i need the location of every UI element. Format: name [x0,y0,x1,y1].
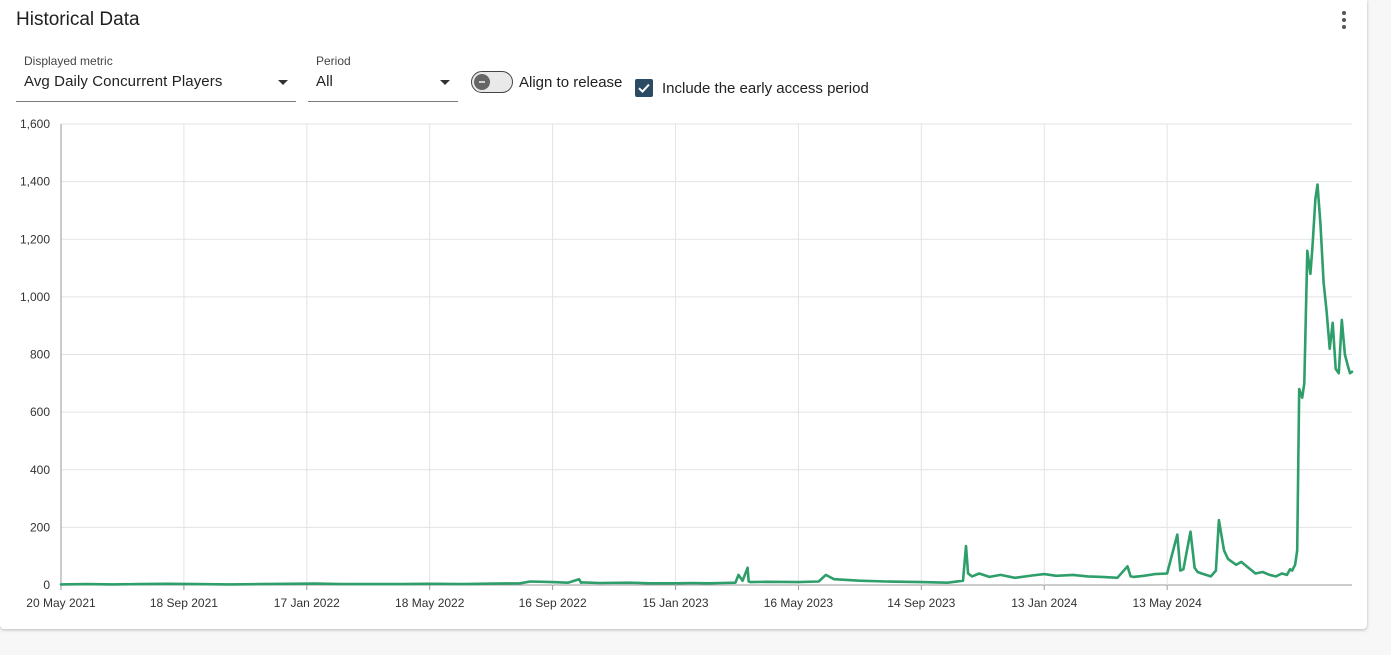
dropdown-arrow-icon [278,80,288,85]
y-tick-label: 1,000 [20,290,50,304]
y-tick-label: 0 [43,578,50,592]
x-tick-label: 13 May 2024 [1132,596,1202,610]
x-tick-label: 16 Sep 2022 [519,596,587,610]
series-line [59,183,1354,586]
chart-grid [60,123,1352,586]
x-tick-label: 16 May 2023 [764,596,834,610]
x-tick-label: 18 Sep 2021 [150,596,218,610]
y-tick-label: 600 [30,405,50,419]
x-tick-label: 15 Jan 2023 [642,596,708,610]
dropdown-arrow-icon [440,80,450,85]
y-tick-label: 1,400 [20,175,50,189]
x-tick-label: 13 Jan 2024 [1011,596,1077,610]
y-tick-label: 1,600 [20,117,50,131]
metric-select[interactable]: Displayed metric Avg Daily Concurrent Pl… [16,52,296,102]
x-tick-label: 20 May 2021 [26,596,96,610]
y-tick-label: 400 [30,463,50,477]
align-to-release-label: Align to release [519,74,623,91]
historical-data-card: Historical Data Displayed metric Avg Dai… [16,9,1354,610]
metric-select-value: Avg Daily Concurrent Players [24,73,223,90]
align-to-release-toggle[interactable] [471,71,513,93]
card-title: Historical Data [16,9,140,30]
early-access-checkbox[interactable] [635,79,653,97]
chart-axes: 0 200 400 600 800 1,000 1,200 1,400 1,600 20 May … [20,117,1202,610]
metric-select-label: Displayed metric [24,54,113,68]
x-tick-label: 17 Jan 2022 [274,596,340,610]
y-tick-label: 1,200 [20,232,50,246]
period-select-value: All [316,73,333,90]
historical-line-chart: 0 200 400 600 800 1,000 1,200 1,400 1,600 20 May … [20,117,1354,610]
checkmark-icon [638,83,650,94]
y-tick-label: 200 [30,520,50,534]
more-vert-icon[interactable] [1334,10,1354,30]
chart-series-layer [59,183,1354,586]
toggle-knob-icon [474,74,490,90]
period-select[interactable]: Period All [308,52,458,102]
x-tick-label: 18 May 2022 [395,596,465,610]
x-tick-label: 14 Sep 2023 [887,596,955,610]
period-select-label: Period [316,54,351,68]
y-tick-label: 800 [30,348,50,362]
early-access-label: Include the early access period [662,80,869,97]
